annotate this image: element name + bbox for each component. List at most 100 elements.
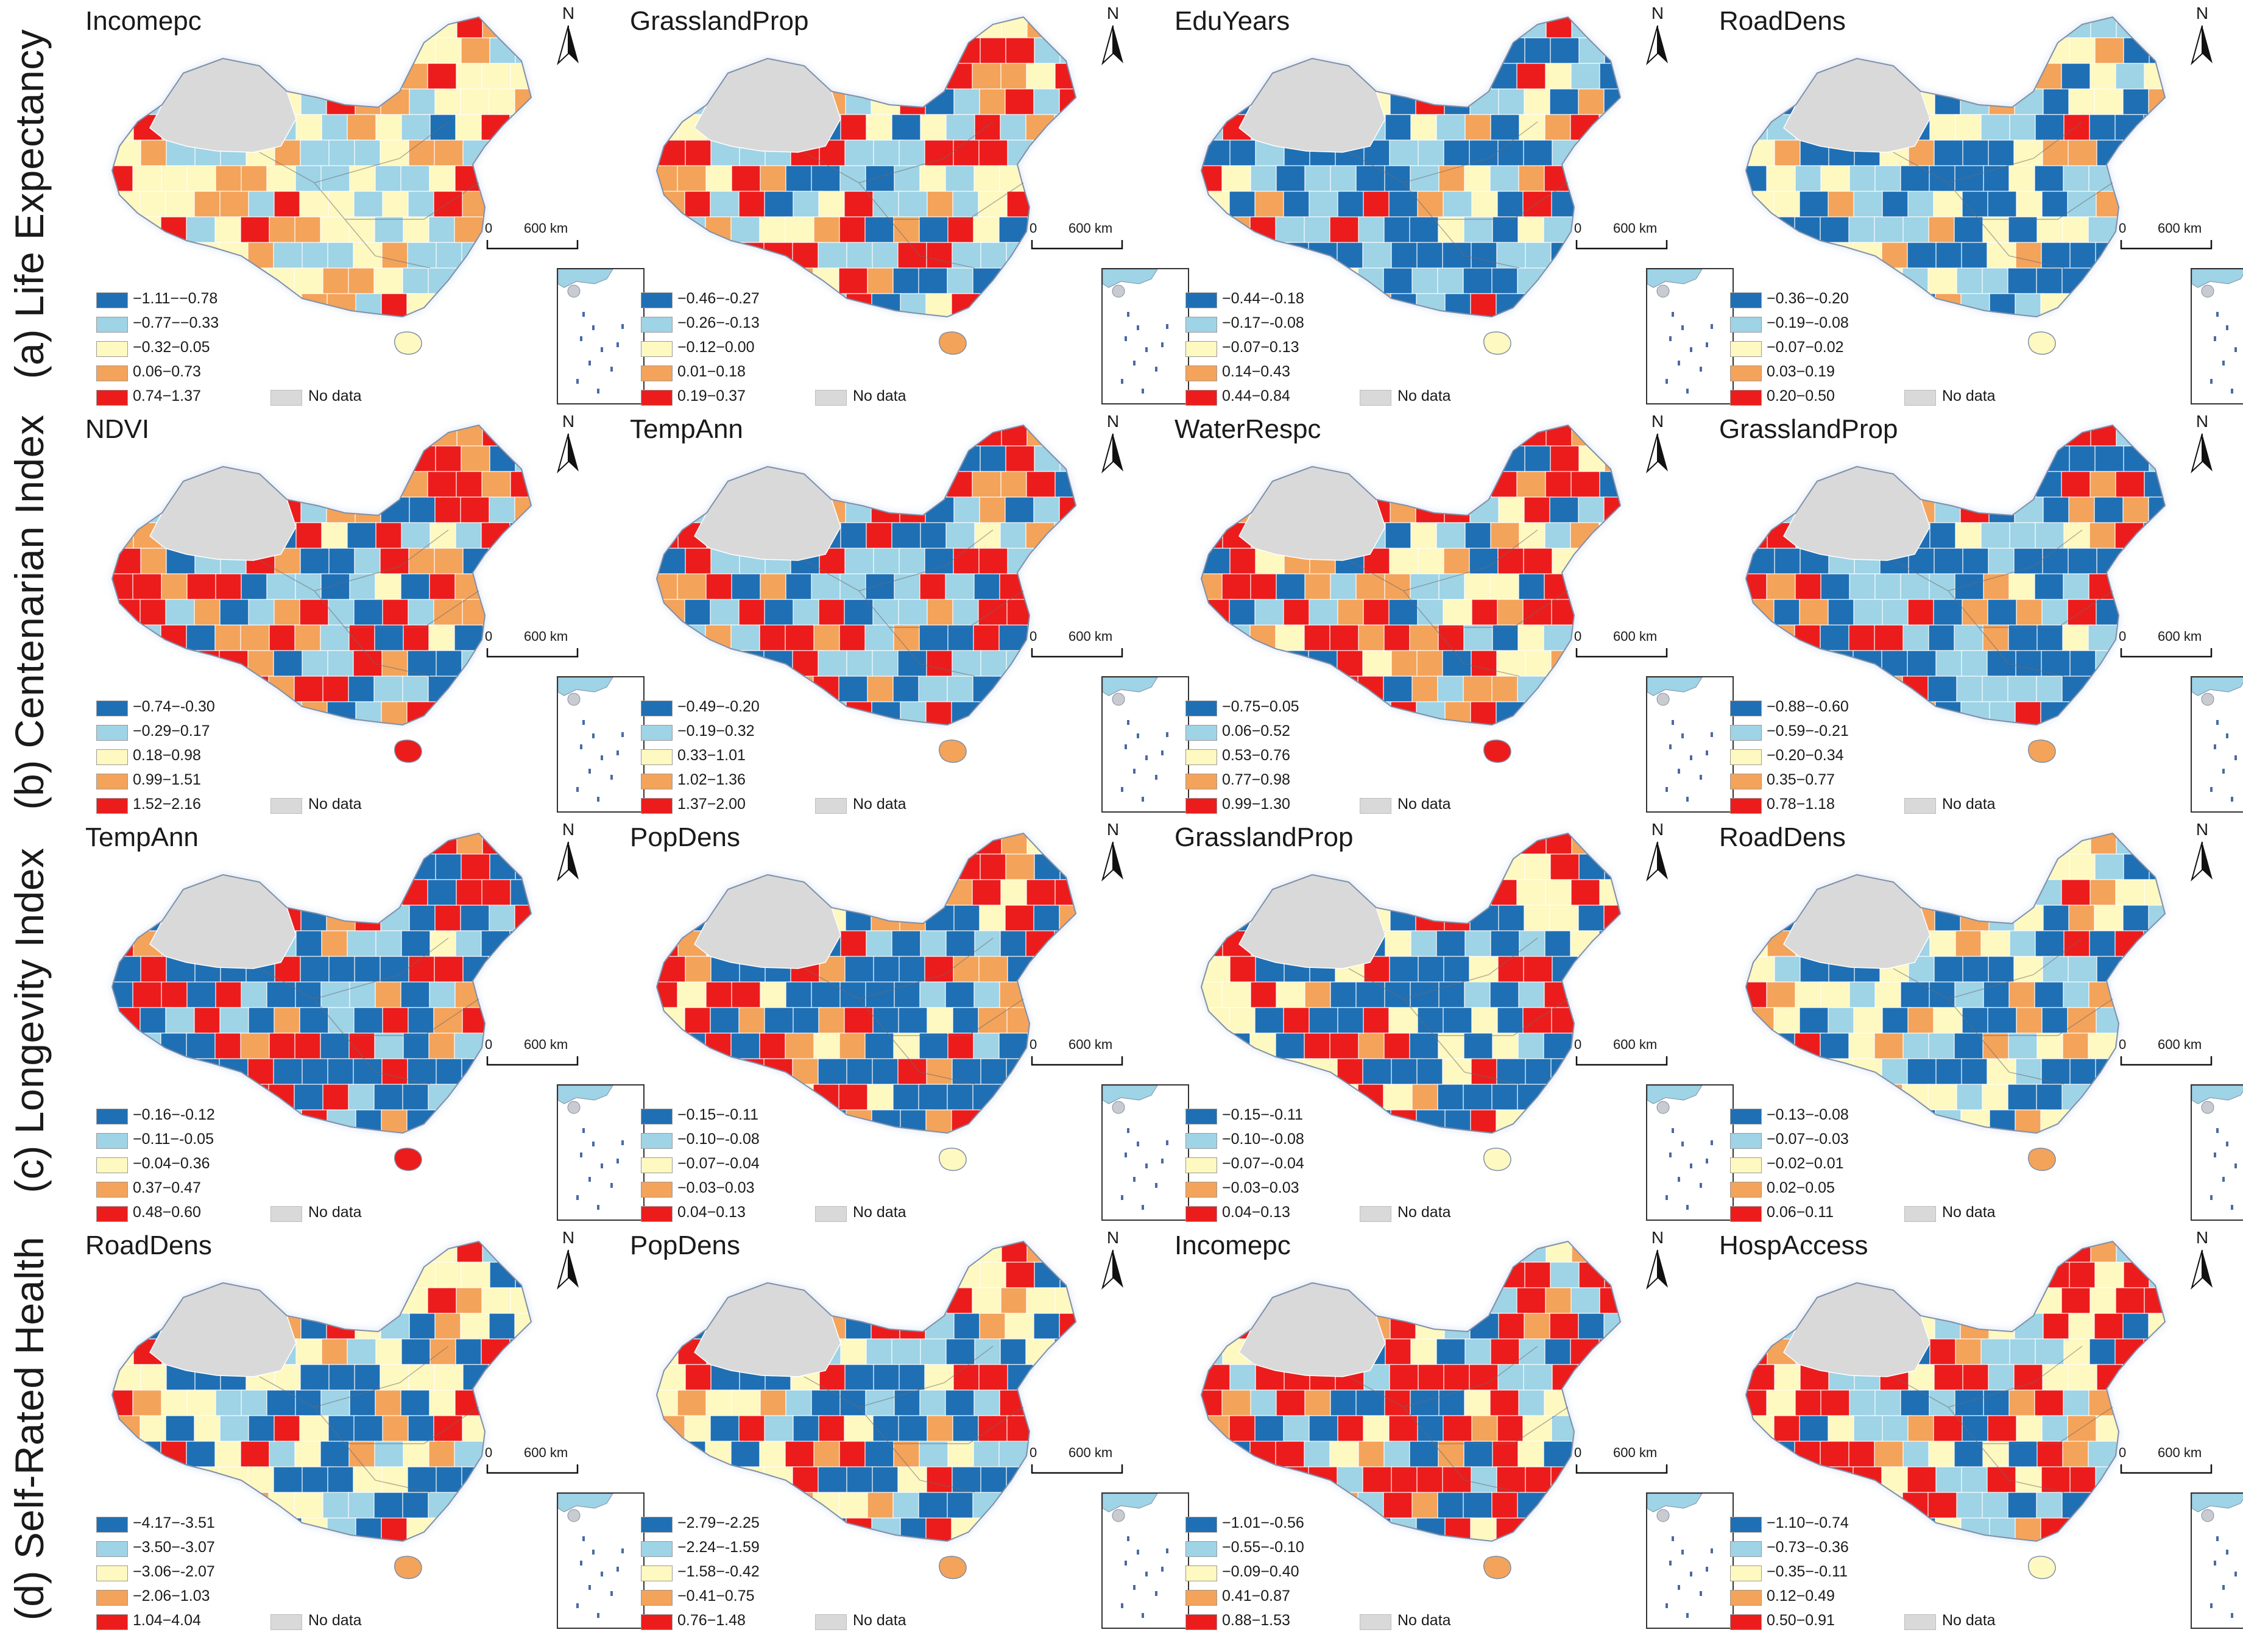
region-cell bbox=[1597, 1241, 1620, 1265]
north-label: N bbox=[2195, 4, 2209, 23]
region-cell bbox=[132, 573, 163, 602]
region-cell bbox=[1545, 1241, 1576, 1265]
region-cell bbox=[683, 650, 714, 679]
region-cell bbox=[302, 1058, 332, 1087]
region-cell bbox=[302, 242, 332, 270]
region-cell bbox=[2067, 599, 2097, 627]
region-cell bbox=[784, 1241, 814, 1265]
north-arrow-icon bbox=[1646, 25, 1668, 66]
scale-end-label: 600 km bbox=[2158, 1037, 2202, 1052]
region-cell bbox=[712, 242, 743, 270]
region-cell bbox=[1820, 165, 1851, 194]
region-cell bbox=[980, 1109, 1010, 1133]
region-cell bbox=[2040, 445, 2071, 474]
china-map bbox=[655, 424, 1077, 763]
region-cell bbox=[1519, 522, 1549, 551]
country-outline bbox=[1200, 832, 1622, 1134]
region-cell bbox=[1988, 956, 2018, 984]
region-cell bbox=[1848, 17, 1878, 40]
legend-swatch bbox=[96, 1182, 128, 1198]
region-cell bbox=[657, 573, 682, 602]
region-cell bbox=[1955, 1287, 1986, 1316]
region-cell bbox=[2122, 1364, 2152, 1393]
region-cell bbox=[712, 650, 743, 679]
legend-item: 0.33−1.01 bbox=[641, 746, 982, 770]
region-cell bbox=[2061, 63, 2091, 91]
legend-item: 0.35−0.77 bbox=[1730, 770, 2071, 794]
region-cell bbox=[1007, 1364, 1037, 1393]
region-cell bbox=[872, 191, 903, 219]
region-cell bbox=[2016, 1415, 2046, 1444]
region-cell bbox=[327, 1058, 358, 1087]
region-cell bbox=[112, 496, 143, 525]
south-china-sea-inset bbox=[557, 1492, 645, 1629]
region-cell bbox=[1545, 471, 1575, 499]
region-cell bbox=[1545, 1492, 1576, 1520]
region-cell bbox=[507, 1241, 531, 1265]
inset-islands bbox=[2191, 1493, 2243, 1618]
region-cell bbox=[1545, 1287, 1575, 1316]
region-cell bbox=[1848, 1032, 1879, 1061]
region-cell bbox=[1747, 445, 1777, 474]
region-cell bbox=[2123, 37, 2153, 66]
region-cell bbox=[481, 1287, 512, 1316]
region-cell bbox=[1498, 88, 1528, 117]
hainan-island bbox=[394, 1556, 422, 1580]
no-data-region bbox=[149, 874, 297, 969]
region-cell bbox=[515, 293, 531, 317]
region-cell bbox=[2015, 1262, 2045, 1290]
region-cell bbox=[866, 1338, 896, 1367]
region-cell bbox=[402, 676, 433, 704]
region-cell bbox=[1443, 191, 1473, 219]
legend-swatch bbox=[1730, 701, 1762, 716]
region-cell bbox=[1907, 1466, 1937, 1495]
region-cell bbox=[454, 1032, 484, 1061]
region-cell bbox=[293, 879, 323, 908]
region-cell bbox=[403, 624, 433, 653]
legend-item: −0.46−-0.27 bbox=[641, 289, 982, 313]
north-label: N bbox=[1651, 412, 1664, 431]
region-cell bbox=[374, 1441, 404, 1469]
region-cell bbox=[509, 573, 531, 602]
region-cell bbox=[2123, 1109, 2153, 1133]
region-cell bbox=[509, 1338, 531, 1367]
legend: −0.13−-0.08 −0.07−-0.03 −0.02−0.01 0.02−0.0… bbox=[1730, 1105, 2071, 1227]
legend-range-label: −2.06−1.03 bbox=[133, 1587, 210, 1604]
region-cell bbox=[113, 1262, 143, 1290]
legend-range-label: −0.13−-0.08 bbox=[1767, 1106, 1849, 1123]
legend-item: −0.26−-0.13 bbox=[641, 313, 982, 337]
region-cell bbox=[952, 1007, 983, 1036]
legend-swatch bbox=[1185, 1133, 1217, 1149]
region-cell bbox=[454, 216, 484, 245]
legend-range-label: −0.35−-0.11 bbox=[1767, 1563, 1848, 1580]
region-cell bbox=[710, 191, 740, 219]
region-cell bbox=[138, 853, 169, 882]
region-cell bbox=[1383, 1084, 1413, 1112]
legend-range-label: 0.77−0.98 bbox=[1222, 771, 1290, 788]
region-cell bbox=[2149, 1262, 2165, 1290]
region-cell bbox=[1026, 879, 1056, 908]
region-cell bbox=[1059, 905, 1076, 933]
legend-range-label: 0.33−1.01 bbox=[677, 747, 746, 764]
region-cell bbox=[677, 1389, 707, 1418]
region-cell bbox=[456, 1084, 487, 1112]
region-cell bbox=[1201, 956, 1231, 984]
legend-swatch bbox=[641, 1182, 673, 1198]
legend-item: 0.19−0.37 No data bbox=[641, 386, 982, 411]
region-cell bbox=[219, 599, 250, 627]
country-outline bbox=[1745, 16, 2166, 318]
legend-item: −1.10−-0.74 bbox=[1730, 1513, 2071, 1537]
region-cell bbox=[354, 139, 384, 168]
region-cell bbox=[1927, 267, 1958, 296]
region-cell bbox=[1545, 1544, 1575, 1571]
region-cell bbox=[1600, 1135, 1629, 1163]
region-cell bbox=[1464, 981, 1494, 1010]
region-cell bbox=[791, 853, 822, 882]
region-cell bbox=[400, 165, 431, 194]
region-cell bbox=[2094, 701, 2125, 725]
region-cell bbox=[1028, 573, 1058, 602]
region-cell bbox=[974, 1338, 1005, 1367]
region-cell bbox=[998, 1032, 1029, 1061]
region-cell bbox=[945, 981, 975, 1010]
region-cell bbox=[900, 853, 930, 882]
